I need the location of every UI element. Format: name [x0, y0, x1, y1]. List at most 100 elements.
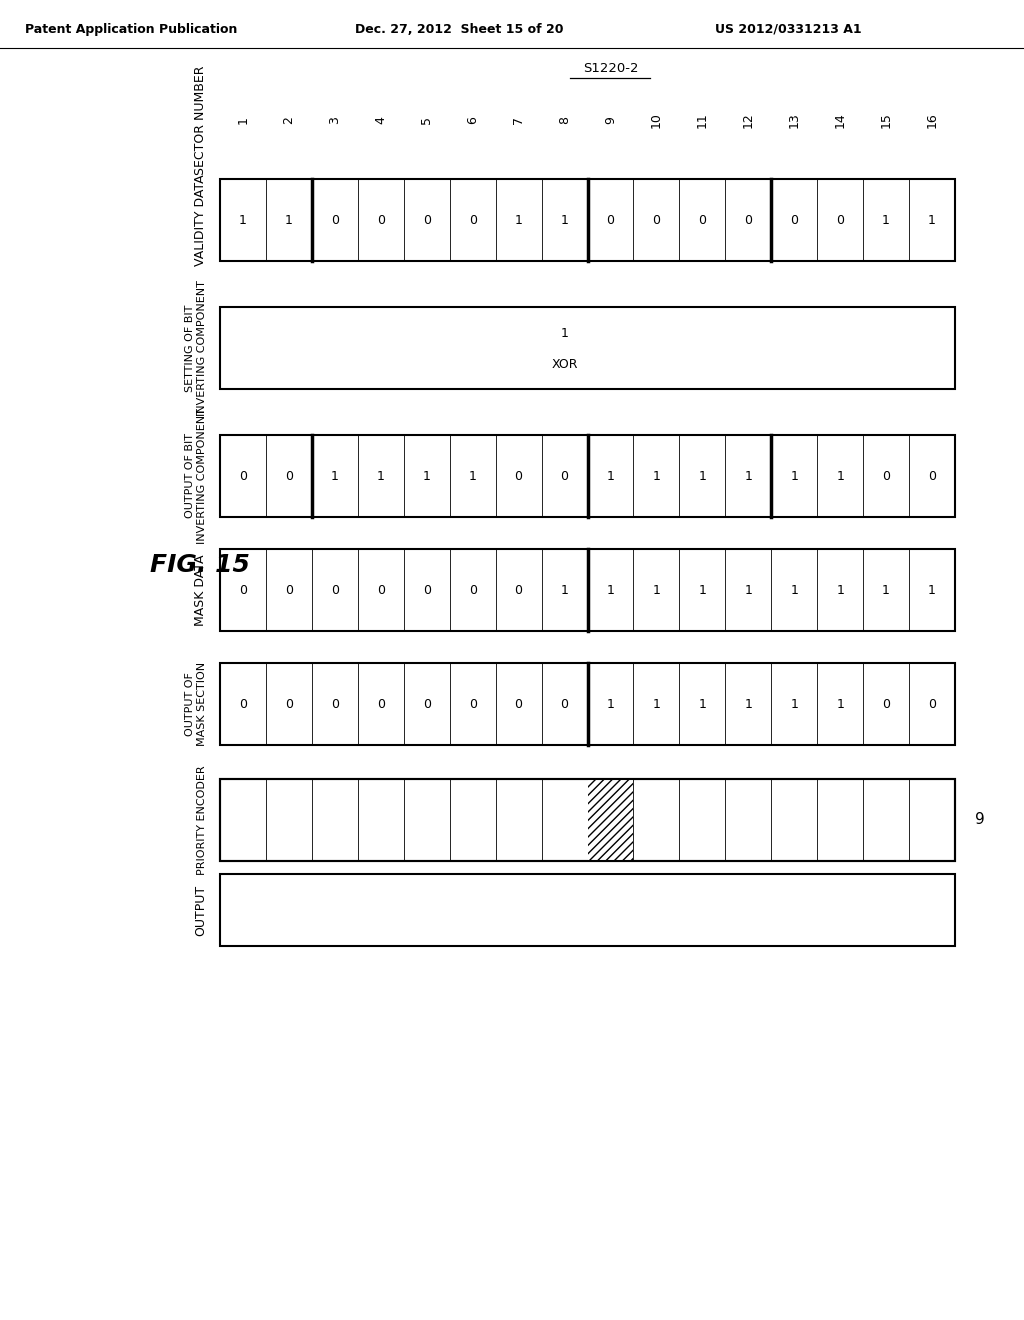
Text: 4: 4	[375, 116, 387, 124]
Bar	[220, 874, 955, 946]
Text: 1: 1	[606, 697, 614, 710]
Text: 1: 1	[377, 470, 385, 483]
Text: Patent Application Publication: Patent Application Publication	[25, 22, 238, 36]
Text: VALIDITY DATA: VALIDITY DATA	[194, 174, 207, 265]
Text: 1: 1	[423, 470, 431, 483]
Text: 8: 8	[558, 116, 571, 124]
Text: 0: 0	[377, 697, 385, 710]
Text: US 2012/0331213 A1: US 2012/0331213 A1	[715, 22, 861, 36]
Text: 0: 0	[377, 214, 385, 227]
Text: 1: 1	[237, 116, 250, 124]
Text: 1: 1	[285, 214, 293, 227]
Text: 0: 0	[239, 697, 247, 710]
Bar	[220, 549, 955, 631]
Text: 16: 16	[926, 112, 939, 128]
Text: 0: 0	[606, 214, 614, 227]
Text: 0: 0	[837, 214, 844, 227]
Text: 0: 0	[285, 697, 293, 710]
Text: 0: 0	[882, 470, 890, 483]
Text: 1: 1	[698, 583, 707, 597]
Text: 0: 0	[744, 214, 753, 227]
Text: 1: 1	[837, 470, 844, 483]
Text: 1: 1	[331, 470, 339, 483]
Text: 0: 0	[560, 470, 568, 483]
Text: 10: 10	[650, 112, 663, 128]
Text: 0: 0	[239, 470, 247, 483]
Text: 0: 0	[469, 583, 476, 597]
Text: 0: 0	[928, 470, 936, 483]
Text: 0: 0	[515, 697, 522, 710]
Text: 0: 0	[423, 583, 431, 597]
Text: 13: 13	[787, 112, 801, 128]
Text: 1: 1	[837, 583, 844, 597]
Text: PRIORITY ENCODER: PRIORITY ENCODER	[197, 766, 207, 875]
Text: 1: 1	[928, 583, 936, 597]
Text: MASK DATA: MASK DATA	[194, 554, 207, 626]
Text: 1: 1	[560, 327, 568, 341]
Text: 1: 1	[791, 583, 798, 597]
Text: 1: 1	[469, 470, 476, 483]
Text: 12: 12	[741, 112, 755, 128]
Text: 0: 0	[515, 583, 522, 597]
Text: 2: 2	[283, 116, 295, 124]
Text: 0: 0	[423, 214, 431, 227]
Text: 1: 1	[744, 583, 753, 597]
Text: 1: 1	[239, 214, 247, 227]
Text: 6: 6	[466, 116, 479, 124]
Text: XOR: XOR	[551, 359, 578, 371]
Text: 0: 0	[469, 697, 476, 710]
Text: 7: 7	[512, 116, 525, 124]
Text: 1: 1	[606, 470, 614, 483]
Text: 0: 0	[469, 214, 476, 227]
Text: 0: 0	[560, 697, 568, 710]
Text: 0: 0	[652, 214, 660, 227]
Text: 0: 0	[377, 583, 385, 597]
Text: Dec. 27, 2012  Sheet 15 of 20: Dec. 27, 2012 Sheet 15 of 20	[355, 22, 563, 36]
Text: 1: 1	[698, 697, 707, 710]
Text: FIG. 15: FIG. 15	[150, 553, 250, 577]
Text: 0: 0	[928, 697, 936, 710]
Text: 1: 1	[882, 583, 890, 597]
Text: 11: 11	[696, 112, 709, 128]
Bar	[220, 180, 955, 261]
Text: 1: 1	[837, 697, 844, 710]
Text: 0: 0	[331, 214, 339, 227]
Bar	[220, 779, 955, 861]
Text: 1: 1	[652, 697, 660, 710]
Text: 3: 3	[329, 116, 341, 124]
Text: 1: 1	[652, 583, 660, 597]
Text: 1: 1	[606, 583, 614, 597]
Text: 9: 9	[604, 116, 617, 124]
Text: 0: 0	[239, 583, 247, 597]
Text: 15: 15	[880, 112, 893, 128]
Text: 0: 0	[515, 470, 522, 483]
Text: OUTPUT OF BIT
INVERTING COMPONENT: OUTPUT OF BIT INVERTING COMPONENT	[185, 408, 207, 544]
Text: SETTING OF BIT
INVERTING COMPONENT: SETTING OF BIT INVERTING COMPONENT	[185, 280, 207, 416]
Text: 0: 0	[423, 697, 431, 710]
Text: 0: 0	[285, 583, 293, 597]
Text: 1: 1	[515, 214, 522, 227]
Text: 1: 1	[698, 470, 707, 483]
Text: OUTPUT: OUTPUT	[194, 884, 207, 936]
Text: 1: 1	[744, 697, 753, 710]
Text: 1: 1	[560, 583, 568, 597]
Text: 0: 0	[285, 470, 293, 483]
Text: 1: 1	[791, 470, 798, 483]
Text: 0: 0	[882, 697, 890, 710]
Text: S1220-2: S1220-2	[583, 62, 638, 75]
Text: OUTPUT OF
MASK SECTION: OUTPUT OF MASK SECTION	[185, 661, 207, 746]
Bar	[588, 779, 634, 861]
Text: 1: 1	[744, 470, 753, 483]
Text: 5: 5	[420, 116, 433, 124]
Text: 0: 0	[791, 214, 799, 227]
Text: 1: 1	[882, 214, 890, 227]
Text: 1: 1	[928, 214, 936, 227]
Bar	[220, 663, 955, 744]
Text: SECTOR NUMBER: SECTOR NUMBER	[194, 65, 207, 174]
Text: 1: 1	[652, 470, 660, 483]
Text: 0: 0	[698, 214, 707, 227]
Bar	[220, 436, 955, 517]
Text: 0: 0	[331, 583, 339, 597]
Bar	[220, 779, 955, 861]
Text: 1: 1	[791, 697, 798, 710]
